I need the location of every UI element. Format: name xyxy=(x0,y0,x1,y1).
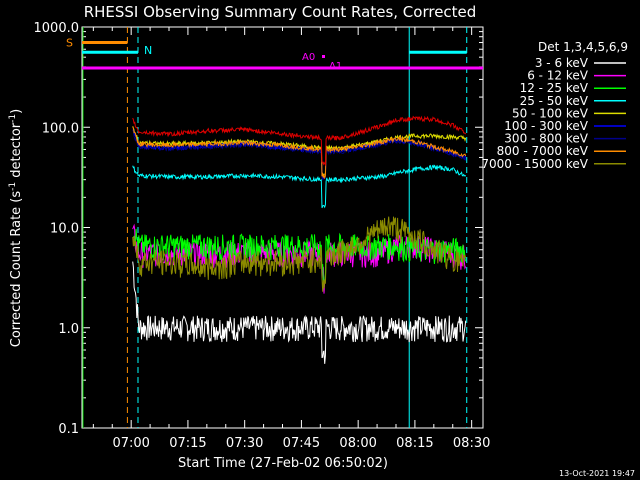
series-line-3 xyxy=(132,164,467,209)
y-axis-label: Corrected Count Rate (s-1 detector-1) xyxy=(8,109,24,347)
series-line-8 xyxy=(132,216,467,292)
a0-label: A0 xyxy=(302,52,315,63)
legend-label: 50 - 100 keV xyxy=(512,106,589,120)
y-tick-label: 1.0 xyxy=(58,322,79,337)
legend-label: 6 - 12 keV xyxy=(527,69,589,83)
legend-title: Det 1,3,4,5,6,9 xyxy=(538,40,628,54)
legend-label: 800 - 7000 keV xyxy=(497,144,589,158)
legend-label: 3 - 6 keV xyxy=(535,56,589,70)
legend-label: 300 - 800 keV xyxy=(504,132,588,146)
legend-label: 100 - 300 keV xyxy=(504,119,588,133)
plot-axes: 0.1 1.0 10.0 100.0 1000.0 07:00 07:15 07:30 07:4… xyxy=(34,21,491,451)
y-tick-label: 0.1 xyxy=(58,422,79,437)
series-line-7 xyxy=(132,126,467,180)
legend-label: 7000 - 15000 keV xyxy=(481,157,588,171)
x-tick-label: 07:45 xyxy=(283,436,320,451)
series-line-0 xyxy=(132,261,467,364)
x-tick-label: 08:00 xyxy=(339,436,376,451)
y-tick-label: 100.0 xyxy=(42,121,79,136)
footer-date: 13-Oct-2021 19:47 xyxy=(559,469,635,478)
plot-frame xyxy=(81,26,484,429)
x-axis-label: Start Time (27-Feb-02 06:50:02) xyxy=(178,456,388,471)
x-tick-label: 07:30 xyxy=(226,436,263,451)
night-label: N xyxy=(144,44,152,57)
x-tick-label: 07:15 xyxy=(169,436,206,451)
series-line-9 xyxy=(132,115,467,167)
y-tick-label: 10.0 xyxy=(50,222,79,237)
annotations: S N A0 A1 xyxy=(66,27,483,428)
y-tick-label: 1000.0 xyxy=(34,21,80,36)
saa-label: S xyxy=(66,37,73,50)
legend-label: 25 - 50 keV xyxy=(520,94,589,108)
x-tick-label: 07:00 xyxy=(112,436,149,451)
a1-label: A1 xyxy=(329,61,342,72)
x-tick-label: 08:15 xyxy=(396,436,433,451)
chart-title: RHESSI Observing Summary Count Rates, Co… xyxy=(84,3,477,21)
attenuator-marker xyxy=(322,55,325,58)
legend-label: 12 - 25 keV xyxy=(520,81,589,95)
x-tick-label: 08:30 xyxy=(453,436,490,451)
series-line-2 xyxy=(132,228,467,284)
series-lines xyxy=(132,115,467,364)
